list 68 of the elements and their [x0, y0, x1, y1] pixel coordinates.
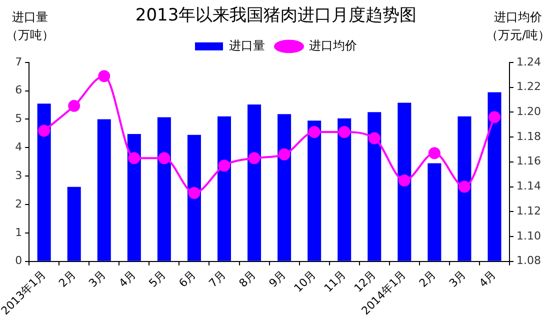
bar [338, 118, 352, 261]
y2-tick-label: 1.14 [516, 180, 542, 193]
point [248, 152, 260, 164]
x-tick-label: 3月 [446, 268, 469, 290]
chart-title: 2013年以来我国猪肉进口月度趋势图 [135, 6, 417, 26]
point [338, 126, 350, 138]
point [428, 147, 440, 160]
x-tick-label: 9月 [266, 268, 288, 290]
bar [37, 104, 51, 261]
y-tick-label: 3 [15, 168, 22, 182]
y2-tick-label: 1.08 [516, 254, 542, 268]
legend-label: 进口均价 [309, 38, 357, 53]
x-tick-label: 2月 [416, 268, 439, 290]
y2-tick-label: 1.10 [516, 229, 542, 242]
bar [308, 120, 322, 261]
x-tick-label: 4月 [116, 268, 138, 290]
point [308, 126, 320, 138]
y-tick-label: 0 [15, 254, 22, 268]
y2-tick-label: 1.18 [516, 130, 542, 143]
point [458, 180, 470, 193]
x-tick-label: 2月 [56, 268, 78, 290]
bar [127, 134, 141, 261]
y-tick-label: 2 [15, 197, 22, 210]
bar [368, 112, 382, 261]
bar [488, 92, 502, 261]
point [218, 160, 230, 172]
y-tick-label: 5 [15, 112, 22, 126]
point [68, 100, 80, 112]
x-tick-label: 6月 [176, 268, 198, 290]
bar [248, 104, 262, 261]
x-tick-label: 7月 [206, 268, 228, 290]
y-tick-label: 6 [15, 84, 22, 97]
y2-tick-label: 1.22 [516, 80, 542, 94]
x-tick-label: 5月 [146, 268, 168, 290]
point [368, 132, 380, 144]
bar [398, 102, 412, 261]
legend-label: 进口量 [229, 38, 265, 53]
bar [67, 186, 81, 261]
bar [458, 116, 472, 261]
y2-tick-label: 1.12 [516, 204, 542, 218]
point [278, 148, 290, 160]
bar [187, 134, 201, 261]
y-tick-label: 7 [15, 55, 22, 68]
y2-axis-title: 进口均价（万元/吨） [486, 10, 550, 42]
point [38, 124, 50, 137]
x-tick-label: 3月 [86, 268, 108, 290]
y-tick-label: 4 [15, 140, 22, 154]
point [488, 111, 500, 124]
bar [157, 117, 171, 261]
y-tick-label: 1 [15, 226, 22, 239]
x-tick-label: 4月 [476, 268, 499, 290]
x-tick-label: 11月 [322, 268, 348, 295]
point [98, 70, 110, 82]
bar [97, 119, 111, 261]
point [128, 152, 140, 164]
bar [428, 163, 442, 261]
point [188, 186, 200, 199]
point [398, 174, 410, 187]
bar [217, 116, 232, 261]
x-tick-label: 10月 [292, 268, 318, 295]
x-tick-label: 8月 [236, 268, 258, 290]
x-tick-label: 12月 [352, 268, 379, 295]
y-axis-title: 进口量（万吨） [6, 10, 54, 42]
y2-tick-label: 1.16 [516, 154, 542, 168]
point [158, 152, 170, 164]
y2-tick-label: 1.24 [516, 55, 542, 68]
bar [278, 114, 292, 261]
y2-tick-label: 1.20 [516, 105, 542, 118]
